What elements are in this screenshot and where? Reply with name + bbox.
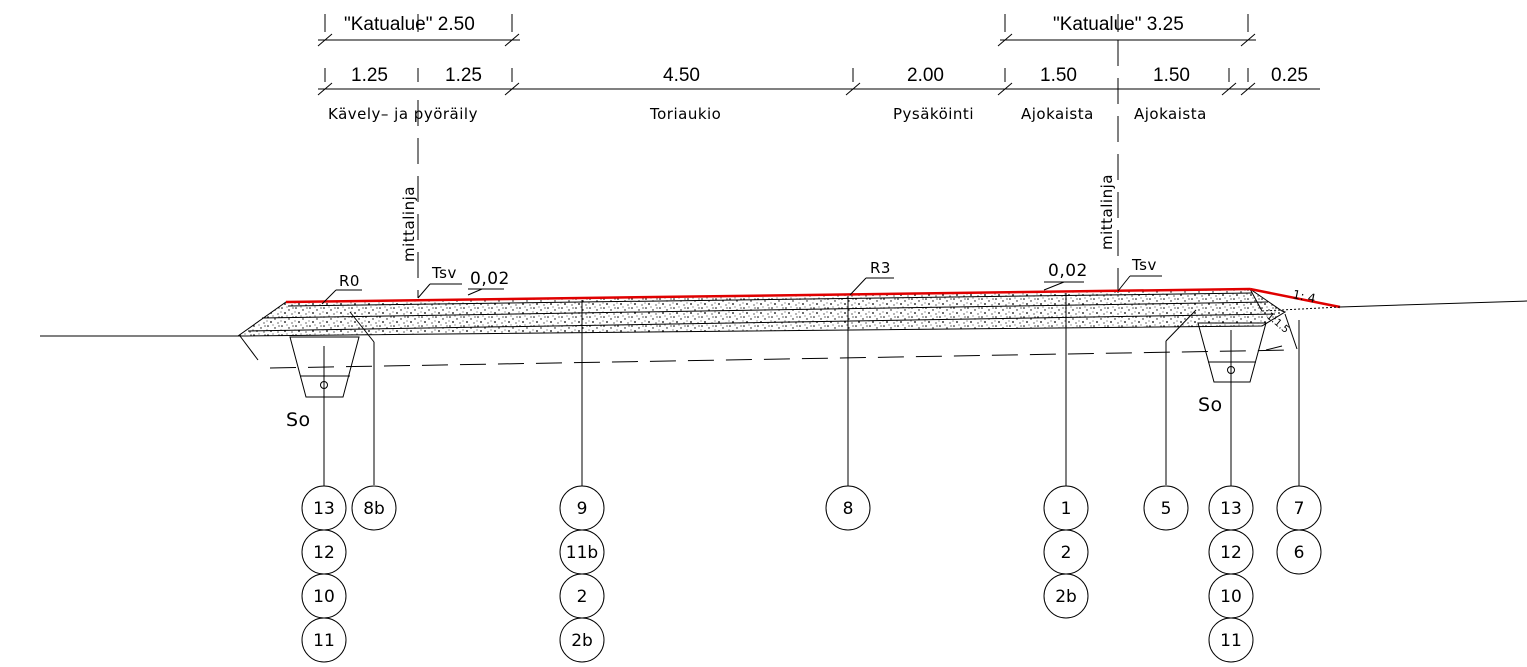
balloon-column-5: 1 2 2b — [1043, 485, 1089, 619]
balloon-13-left: 13 — [313, 499, 335, 519]
left-cut-line — [239, 335, 259, 361]
dim-lane-left: 1.50 — [1040, 65, 1077, 86]
katualue-right-label: "Katualue" 3.25 — [1053, 14, 1184, 35]
slope-right-label: 0,02 — [1048, 261, 1088, 281]
zone-parking: Pysäköinti — [893, 105, 974, 123]
measure-line-left-label: mittalinja — [400, 186, 418, 262]
balloon-column-6: 5 — [1143, 485, 1189, 531]
balloon-13-right: 13 — [1220, 499, 1242, 519]
zone-lane-left: Ajokaista — [1021, 105, 1094, 123]
measure-line-right: mittalinja — [1098, 40, 1119, 293]
zone-square: Toriaukio — [649, 105, 721, 123]
r3-label: R3 — [870, 259, 891, 277]
formation-dashed-line — [269, 349, 1295, 369]
balloon-column-2: 8b — [351, 485, 397, 531]
slope-left-label: 0,02 — [470, 269, 510, 289]
balloon-2-right: 2 — [1061, 543, 1072, 563]
balloon-column-1: 13 12 10 11 — [301, 485, 347, 663]
balloon-1: 1 — [1061, 499, 1072, 519]
katualue-left-label: "Katualue" 2.50 — [344, 14, 475, 35]
r0-label: R0 — [339, 272, 360, 290]
balloon-2b-right: 2b — [1055, 587, 1077, 607]
katualue-dim-right: "Katualue" 3.25 — [997, 14, 1256, 47]
surface-labels: R0 Tsv 0,02 R3 0,02 Tsv 1: 4 1:1.5 — [321, 256, 1317, 336]
zone-labels: Kävely– ja pyöräily Toriaukio Pysäköinti… — [328, 105, 1207, 123]
balloon-2-left: 2 — [577, 587, 588, 607]
balloon-9: 9 — [577, 499, 588, 519]
balloon-11-right: 11 — [1220, 631, 1242, 651]
balloon-6: 6 — [1294, 543, 1305, 563]
tsv-right-label: Tsv — [1131, 256, 1157, 274]
drain-right: So — [1197, 322, 1267, 488]
slope-toe — [1261, 306, 1341, 312]
balloon-column-7: 13 12 10 11 — [1208, 485, 1254, 663]
dim-walk-left: 1.25 — [351, 65, 388, 86]
balloon-8b: 8b — [363, 499, 385, 519]
balloon-column-4: 8 — [825, 485, 871, 531]
balloon-7: 7 — [1294, 499, 1305, 519]
dim-parking: 2.00 — [907, 65, 944, 86]
zone-lane-right: Ajokaista — [1134, 105, 1207, 123]
surface-line — [285, 287, 1251, 304]
balloon-10-right: 10 — [1220, 587, 1242, 607]
dim-walk-right: 1.25 — [445, 65, 482, 86]
pavement-layers — [236, 288, 1287, 337]
ground-line — [40, 300, 1527, 337]
so-right-label: So — [1198, 394, 1223, 416]
balloon-11-left: 11 — [313, 631, 335, 651]
dim-edge: 0.25 — [1271, 65, 1308, 86]
tsv-left-label: Tsv — [431, 264, 457, 282]
balloon-12-right: 12 — [1220, 543, 1242, 563]
balloon-8: 8 — [843, 499, 854, 519]
right-cut-line — [1284, 313, 1298, 350]
so-left-label: So — [286, 409, 311, 431]
balloon-column-8: 7 6 — [1276, 485, 1322, 575]
layer-lines — [247, 288, 1276, 332]
surface-slope — [1249, 287, 1341, 309]
balloon-10-left: 10 — [313, 587, 335, 607]
section-dimension-row: 1.25 1.25 4.50 2.00 1.50 1.50 0.25 — [317, 65, 1320, 96]
leader-lines — [581, 293, 1300, 486]
drain-left: So — [286, 336, 360, 488]
balloon-11b: 11b — [566, 543, 598, 563]
zone-walk-cycle: Kävely– ja pyöräily — [328, 105, 478, 123]
balloon-column-3: 9 11b 2 2b — [559, 485, 605, 663]
slope-1-4-label: 1: 4 — [1291, 287, 1317, 306]
measure-line-left: mittalinja — [400, 100, 419, 298]
dim-square: 4.50 — [663, 65, 700, 86]
balloon-12-left: 12 — [313, 543, 335, 563]
dim-lane-right: 1.50 — [1153, 65, 1190, 86]
measure-line-right-label: mittalinja — [1098, 174, 1116, 250]
balloon-2b-left: 2b — [571, 631, 593, 651]
balloon-5: 5 — [1161, 499, 1172, 519]
katualue-dim-left: "Katualue" 2.50 — [317, 14, 520, 47]
